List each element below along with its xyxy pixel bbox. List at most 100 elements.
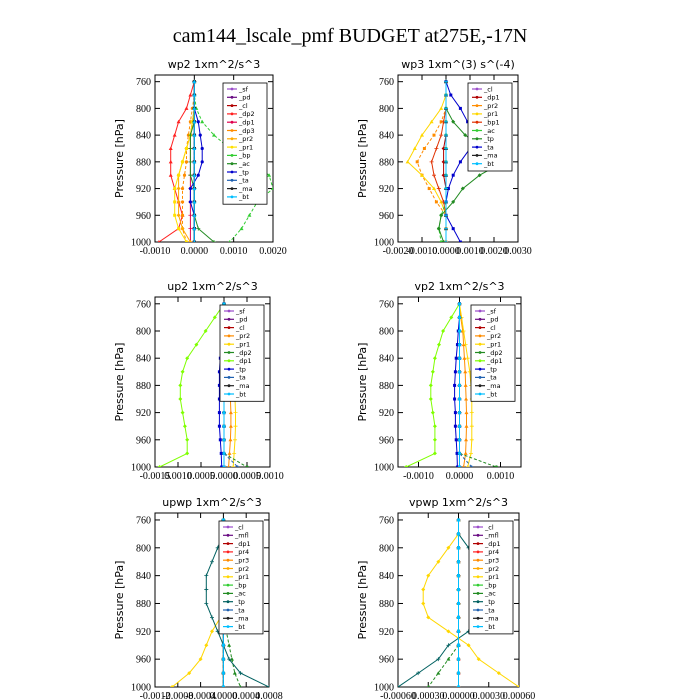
- legend-label: _pr1: [234, 573, 249, 581]
- legend-label: _bt: [238, 193, 249, 201]
- data-point: [460, 186, 465, 191]
- legend-marker: [226, 616, 230, 620]
- legend-label: _ac: [483, 127, 495, 135]
- legend-label: _pr4: [484, 548, 499, 556]
- data-point: [217, 411, 221, 415]
- data-point: [188, 93, 193, 97]
- legend-label: _ma: [238, 185, 253, 193]
- data-point: [222, 424, 226, 428]
- y-tick-label: 960: [379, 211, 394, 222]
- data-point: [222, 465, 226, 467]
- x-tick-label: -0.0004: [185, 691, 216, 700]
- legend-marker: [476, 616, 480, 620]
- x-tick-label: -0.0012: [140, 691, 171, 700]
- data-point: [233, 424, 238, 429]
- data-point: [439, 199, 444, 204]
- data-point: [227, 657, 232, 662]
- data-point: [465, 465, 470, 467]
- x-tick-label: -0.0020: [383, 246, 414, 257]
- legend-label: _ta: [234, 606, 245, 614]
- data-point: [188, 226, 193, 231]
- y-tick-label: 760: [379, 299, 394, 310]
- legend-marker: [227, 384, 231, 388]
- legend: _cl_mfl_dp1_pr4_pr3_pr2_pr1_bp_ac_tp_ta_…: [468, 520, 514, 635]
- legend-marker: [475, 129, 479, 132]
- legend-label: _pr2: [484, 565, 499, 573]
- data-point: [412, 146, 417, 150]
- data-point: [185, 451, 190, 456]
- legend-label: _cl: [486, 324, 496, 332]
- x-tick-label: 0.0010: [256, 471, 284, 482]
- data-point: [429, 119, 434, 124]
- panel-title: vpwp 1xm^2/s^3: [409, 496, 508, 509]
- data-point: [457, 518, 460, 522]
- legend-label: _tp: [238, 168, 249, 176]
- data-point: [451, 119, 456, 124]
- legend-label: _tp: [483, 135, 494, 143]
- data-point: [444, 133, 448, 138]
- data-point: [439, 106, 444, 110]
- y-tick-label: 840: [379, 571, 394, 582]
- data-point: [238, 671, 243, 676]
- data-point: [446, 643, 451, 648]
- data-point: [232, 451, 237, 456]
- data-point: [457, 424, 462, 428]
- data-point: [464, 437, 469, 442]
- y-tick-label: 800: [379, 104, 394, 115]
- legend-marker: [226, 558, 230, 562]
- data-point: [198, 657, 203, 662]
- legend-label: _pr2: [483, 102, 498, 110]
- data-point: [444, 186, 448, 191]
- x-tick-label: 0.0000: [432, 246, 460, 257]
- data-point: [463, 383, 468, 387]
- legend-label: _bt: [235, 390, 246, 398]
- data-point: [463, 342, 468, 347]
- data-point: [457, 615, 460, 619]
- data-point: [416, 671, 421, 676]
- legend-box: [218, 520, 264, 635]
- legend-label: _dp1: [484, 540, 501, 548]
- x-tick-label: 0.00000: [442, 691, 475, 700]
- y-axis-label: Pressure [hPa]: [113, 343, 126, 422]
- panel-3: up2 1xm^2/s^3 Pressure [hPa] 760 800 840 880 9…: [113, 280, 284, 482]
- data-point: [446, 657, 451, 661]
- data-point: [446, 187, 450, 191]
- y-tick-label: 960: [136, 435, 151, 446]
- data-point: [181, 160, 185, 164]
- legend-label: _tp: [235, 365, 246, 373]
- data-point: [436, 559, 441, 564]
- data-point: [187, 671, 192, 676]
- data-point: [168, 159, 173, 164]
- data-point: [415, 160, 419, 164]
- legend-marker: [227, 392, 231, 396]
- data-point: [462, 356, 467, 360]
- data-point: [469, 424, 474, 429]
- data-point: [427, 187, 431, 191]
- legend-label: _ac: [484, 590, 496, 598]
- y-tick-label: 880: [136, 381, 151, 392]
- plot-frame: [397, 74, 519, 243]
- data-point: [444, 240, 448, 242]
- data-point: [221, 657, 225, 661]
- data-point: [185, 437, 190, 442]
- data-point: [439, 213, 444, 218]
- legend-box: [222, 82, 268, 205]
- legend-label: _bp: [238, 152, 251, 160]
- x-tick-label: -0.0010: [407, 246, 438, 257]
- data-point: [457, 343, 462, 347]
- data-point: [192, 159, 197, 164]
- data-point: [457, 465, 462, 467]
- data-point: [457, 383, 462, 387]
- legend-label: _bt: [486, 390, 497, 398]
- data-point: [420, 173, 424, 177]
- legend-marker: [226, 567, 230, 570]
- legend-marker: [227, 342, 231, 346]
- data-point: [173, 200, 177, 204]
- data-point: [436, 226, 441, 231]
- legend-label: _sf: [486, 307, 497, 315]
- legend-marker: [475, 104, 479, 107]
- data-point: [444, 93, 448, 98]
- y-tick-label: 800: [136, 104, 151, 115]
- legend-label: _ac: [234, 590, 246, 598]
